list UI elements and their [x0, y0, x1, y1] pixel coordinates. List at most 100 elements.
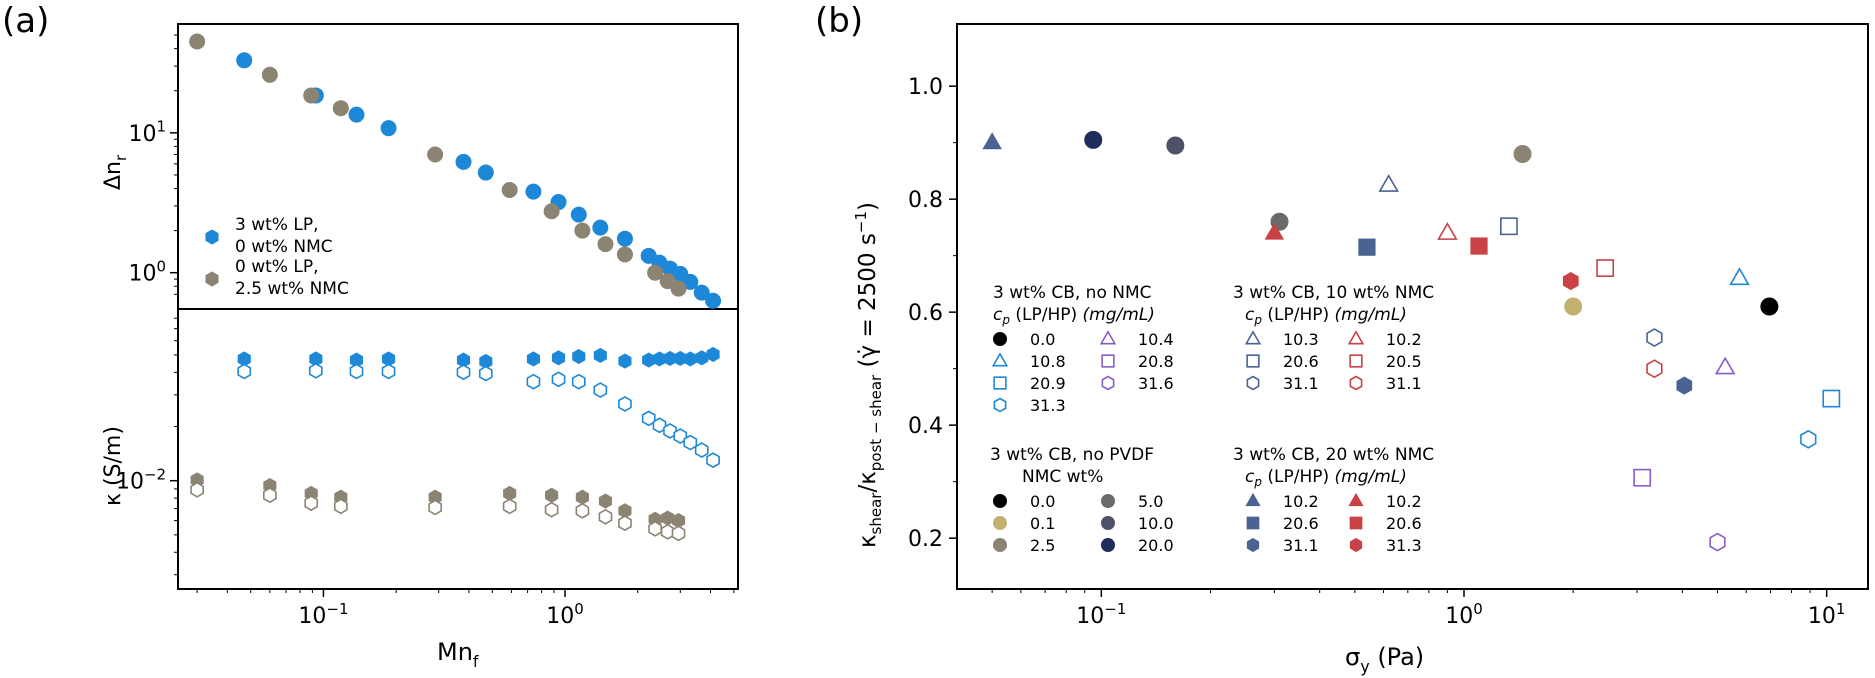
ytick-label: 10−2: [116, 465, 166, 494]
panel-a-bottom-series: [190, 346, 720, 542]
legend-marker: [1101, 354, 1115, 368]
legend-marker: [1349, 516, 1363, 530]
point-lp: [693, 284, 710, 301]
xtick-label: 100: [1445, 600, 1483, 629]
legend-marker-lp: [205, 229, 219, 245]
legend-entry-label: 31.1: [1283, 374, 1319, 393]
legend-entry-label: 20.6: [1283, 514, 1319, 533]
legend-entry-label: 10.2: [1283, 492, 1319, 511]
point-kappa: [237, 363, 252, 380]
point-kappa: [526, 373, 541, 390]
point-kappa: [544, 501, 559, 518]
legend-marker: [1348, 492, 1364, 507]
point-square: [1596, 259, 1615, 277]
point-kappa: [551, 371, 566, 388]
point-kappa: [618, 515, 632, 532]
point-triangle: [1264, 222, 1285, 240]
panel-a-legend: 3 wt% LP, 0 wt% NMC 0 wt% LP, 2.5 wt% NM…: [205, 215, 349, 299]
ytick-label: 101: [128, 118, 166, 147]
point-nmc: [501, 182, 518, 199]
point-kappa: [652, 417, 667, 434]
point-kappa: [333, 498, 348, 515]
ytick-label: 1.0: [908, 75, 943, 100]
ytick-label: 0.8: [908, 188, 943, 213]
legend-label-nmc-line2: 2.5 wt% NMC: [235, 279, 349, 299]
point-nmc: [616, 246, 633, 263]
point-nmc: [647, 264, 664, 281]
legend-marker: [993, 494, 1007, 508]
point-lp: [592, 219, 609, 236]
point-kappa: [262, 487, 277, 504]
point-hexagon: [1676, 376, 1693, 395]
point-triangle: [1729, 267, 1750, 286]
legend-marker: [1246, 537, 1260, 553]
point-circle: [1166, 136, 1185, 155]
point-kappa: [381, 363, 396, 380]
panel-a-top-ylabel: Δnr: [101, 154, 130, 190]
xtick-label: 100: [546, 600, 584, 629]
legend-title: 3 wt% CB, no NMC: [993, 283, 1152, 303]
point-nmc: [332, 100, 349, 117]
point-kappa: [694, 442, 709, 458]
legend-marker: [1246, 375, 1260, 391]
legend-entry-label: 20.0: [1138, 536, 1174, 555]
legend-title: 3 wt% CB, 20 wt% NMC: [1233, 445, 1434, 465]
legend-entry-label: 10.2: [1386, 492, 1422, 511]
legend-marker: [993, 538, 1007, 552]
legend-entry-label: 20.9: [1030, 374, 1066, 393]
legend-marker: [1244, 330, 1262, 345]
point-kappa: [575, 489, 589, 505]
point-circle: [1564, 297, 1583, 316]
legend-marker: [1349, 375, 1363, 391]
xtick-label: 10−1: [298, 600, 348, 629]
panel-a-xlabel: Mnf: [437, 638, 479, 671]
point-square: [1500, 217, 1518, 236]
ytick-label: 100: [128, 257, 166, 286]
point-kappa: [671, 525, 686, 542]
point-square: [1470, 237, 1488, 255]
legend-entry-label: 20.6: [1283, 352, 1319, 371]
panel-b-ylabel: κshear/κpost − shear (γ̇ = 2500 s−1): [852, 202, 885, 548]
point-kappa: [618, 353, 632, 369]
legend-entry-label: 0.0: [1030, 330, 1055, 349]
legend-marker: [1101, 375, 1115, 391]
point-kappa: [502, 498, 517, 515]
legend-marker: [993, 397, 1007, 413]
legend-marker: [1246, 516, 1260, 530]
point-nmc: [303, 87, 320, 104]
legend-entry-label: 31.3: [1386, 536, 1422, 555]
point-square: [1822, 389, 1841, 408]
point-kappa: [308, 362, 323, 379]
point-square: [1358, 238, 1376, 256]
legend-label-lp-line2: 0 wt% NMC: [235, 237, 333, 257]
point-circle: [1513, 144, 1532, 163]
panel-b-frame: [956, 23, 1869, 590]
point-hexagon: [1800, 429, 1817, 449]
point-nmc: [261, 66, 278, 83]
legend-marker-nmc: [205, 271, 219, 287]
point-triangle: [1437, 222, 1458, 240]
point-kappa: [428, 499, 443, 516]
legend-entry-label: 10.3: [1283, 330, 1319, 349]
point-triangle: [1714, 356, 1736, 375]
panel-a-bottom-yaxis: 10−2: [116, 317, 178, 576]
point-kappa: [706, 452, 720, 469]
point-lp: [455, 153, 472, 170]
legend-entry-label: 10.0: [1138, 514, 1174, 533]
legend-subtitle: cp (LP/HP) (mg/mL): [993, 305, 1155, 327]
panel-b-series: [982, 130, 1841, 552]
point-kappa: [598, 493, 613, 509]
legend-marker: [1101, 516, 1115, 530]
legend-entry-label: 31.1: [1283, 536, 1319, 555]
point-kappa: [706, 346, 720, 363]
point-kappa: [304, 495, 319, 512]
point-nmc: [543, 203, 560, 220]
legend-marker: [1101, 494, 1115, 508]
legend-marker: [1246, 354, 1260, 368]
point-kappa: [593, 382, 608, 398]
point-square: [1633, 468, 1652, 487]
legend-entry-label: 10.4: [1138, 330, 1174, 349]
point-kappa: [478, 365, 493, 382]
point-hexagon: [1709, 532, 1726, 552]
